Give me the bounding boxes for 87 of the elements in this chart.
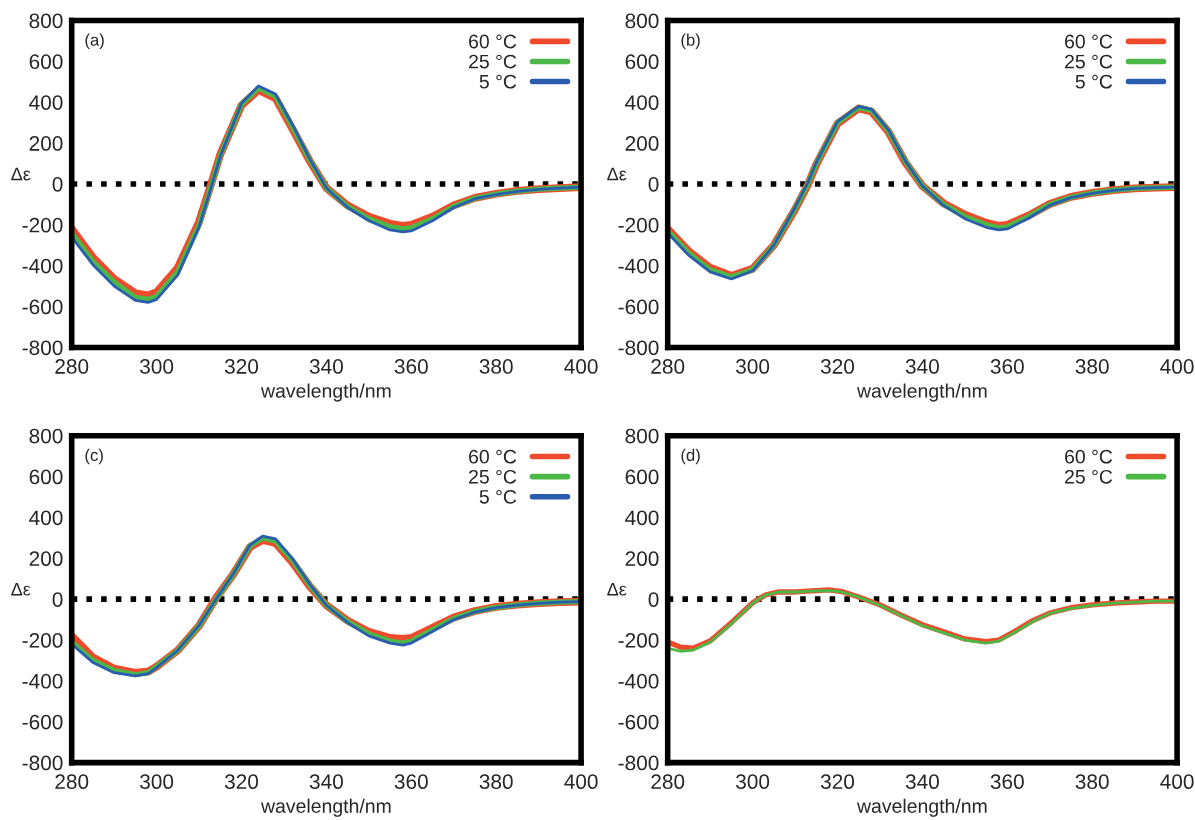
y-tick-label: -600 [22,299,63,315]
annotation: (a) [85,33,104,50]
y-tick-label: 0 [648,592,659,607]
y-tick-label: 200 [29,136,63,151]
x-tick-label: 300 [736,359,770,374]
y-tick-label: 400 [29,510,63,526]
legend-label: 25 °C [1065,54,1113,69]
x-tick-label: 340 [309,359,343,374]
y-tick-label: 200 [29,551,63,567]
y-tick-label: 400 [625,510,659,526]
y-tick-label: 0 [52,592,63,607]
y-tick-label: 800 [625,13,659,29]
legend-label: 60 °C [1065,34,1113,49]
y-tick-label: -600 [618,714,659,730]
x-tick-label: 400 [564,774,598,790]
legend-label: 25 °C [469,54,517,69]
y-tick-label: -200 [618,633,659,648]
x-tick-label: 300 [140,359,174,374]
y-tick-label: 200 [625,551,659,567]
y-tick-label: -200 [618,217,659,233]
x-tick-label: 340 [905,359,939,374]
y-tick-label: -400 [22,673,63,689]
x-tick-label: 360 [990,359,1024,374]
x-tick-label: 320 [224,774,259,790]
x-tick-label: 400 [564,359,598,374]
x-tick-label: 400 [1160,774,1194,790]
y-tick-label: 800 [29,428,63,444]
y-tick-label: -800 [618,755,659,771]
x-tick-label: 340 [309,774,343,790]
x-tick-label: 340 [905,774,939,790]
legend-label: 5 °C [1075,74,1113,89]
legend-label: 60 °C [469,34,517,49]
x-tick-label: 360 [990,774,1024,790]
y-tick-label: -400 [618,673,659,689]
y-tick-label: 400 [29,95,63,110]
y-tick-label: 600 [29,54,63,70]
annotation: (c) [85,448,103,465]
legend-label: 5 °C [479,74,517,89]
y-axis-title: Δε [607,582,627,596]
y-tick-label: 0 [648,176,659,192]
y-tick-label: 600 [625,469,659,485]
y-tick-label: -400 [618,258,659,274]
y-tick-label: -800 [618,340,659,356]
legend-label: 25 °C [469,469,517,484]
x-tick-label: 380 [479,359,513,374]
x-tick-label: 380 [1075,359,1109,374]
y-tick-label: 400 [625,95,659,110]
x-tick-label: 320 [820,774,855,790]
y-tick-label: -600 [22,714,63,730]
x-tick-label: 300 [736,774,770,790]
x-tick-label: 280 [651,774,685,790]
y-tick-label: 600 [29,469,63,485]
x-tick-label: 360 [394,359,428,374]
y-tick-label: 600 [625,54,659,70]
x-tick-label: 380 [1075,774,1109,790]
x-tick-label: 320 [224,359,259,374]
x-tick-label: 380 [479,774,513,790]
y-tick-label: -600 [618,299,659,315]
x-axis-title: wavelength/nm [856,798,987,817]
x-axis-title: wavelength/nm [260,798,391,817]
legend-label: 5 °C [479,489,517,504]
legend-label: 25 °C [1065,469,1113,484]
y-tick-label: -200 [22,633,63,648]
y-axis-title: Δε [11,167,31,181]
x-tick-label: 280 [55,774,89,790]
annotation: (d) [681,448,700,465]
x-axis-title: wavelength/nm [260,383,391,402]
x-axis-title: wavelength/nm [856,383,987,402]
x-tick-label: 400 [1160,359,1194,374]
legend-label: 60 °C [1065,449,1113,464]
x-tick-label: 280 [651,359,685,374]
x-tick-label: 360 [394,774,428,790]
y-tick-label: 0 [52,176,63,192]
x-tick-label: 280 [55,359,89,374]
y-tick-label: 800 [625,428,659,444]
y-tick-label: -200 [22,217,63,233]
y-tick-label: -400 [22,258,63,274]
y-tick-label: 800 [29,13,63,29]
y-tick-label: -800 [22,340,63,356]
y-tick-label: 200 [625,136,659,151]
x-tick-label: 300 [140,774,174,790]
x-tick-label: 320 [820,359,855,374]
legend-label: 60 °C [469,449,517,464]
y-axis-title: Δε [607,167,627,181]
y-tick-label: -800 [22,755,63,771]
y-axis-title: Δε [11,582,31,596]
annotation: (b) [681,33,700,50]
